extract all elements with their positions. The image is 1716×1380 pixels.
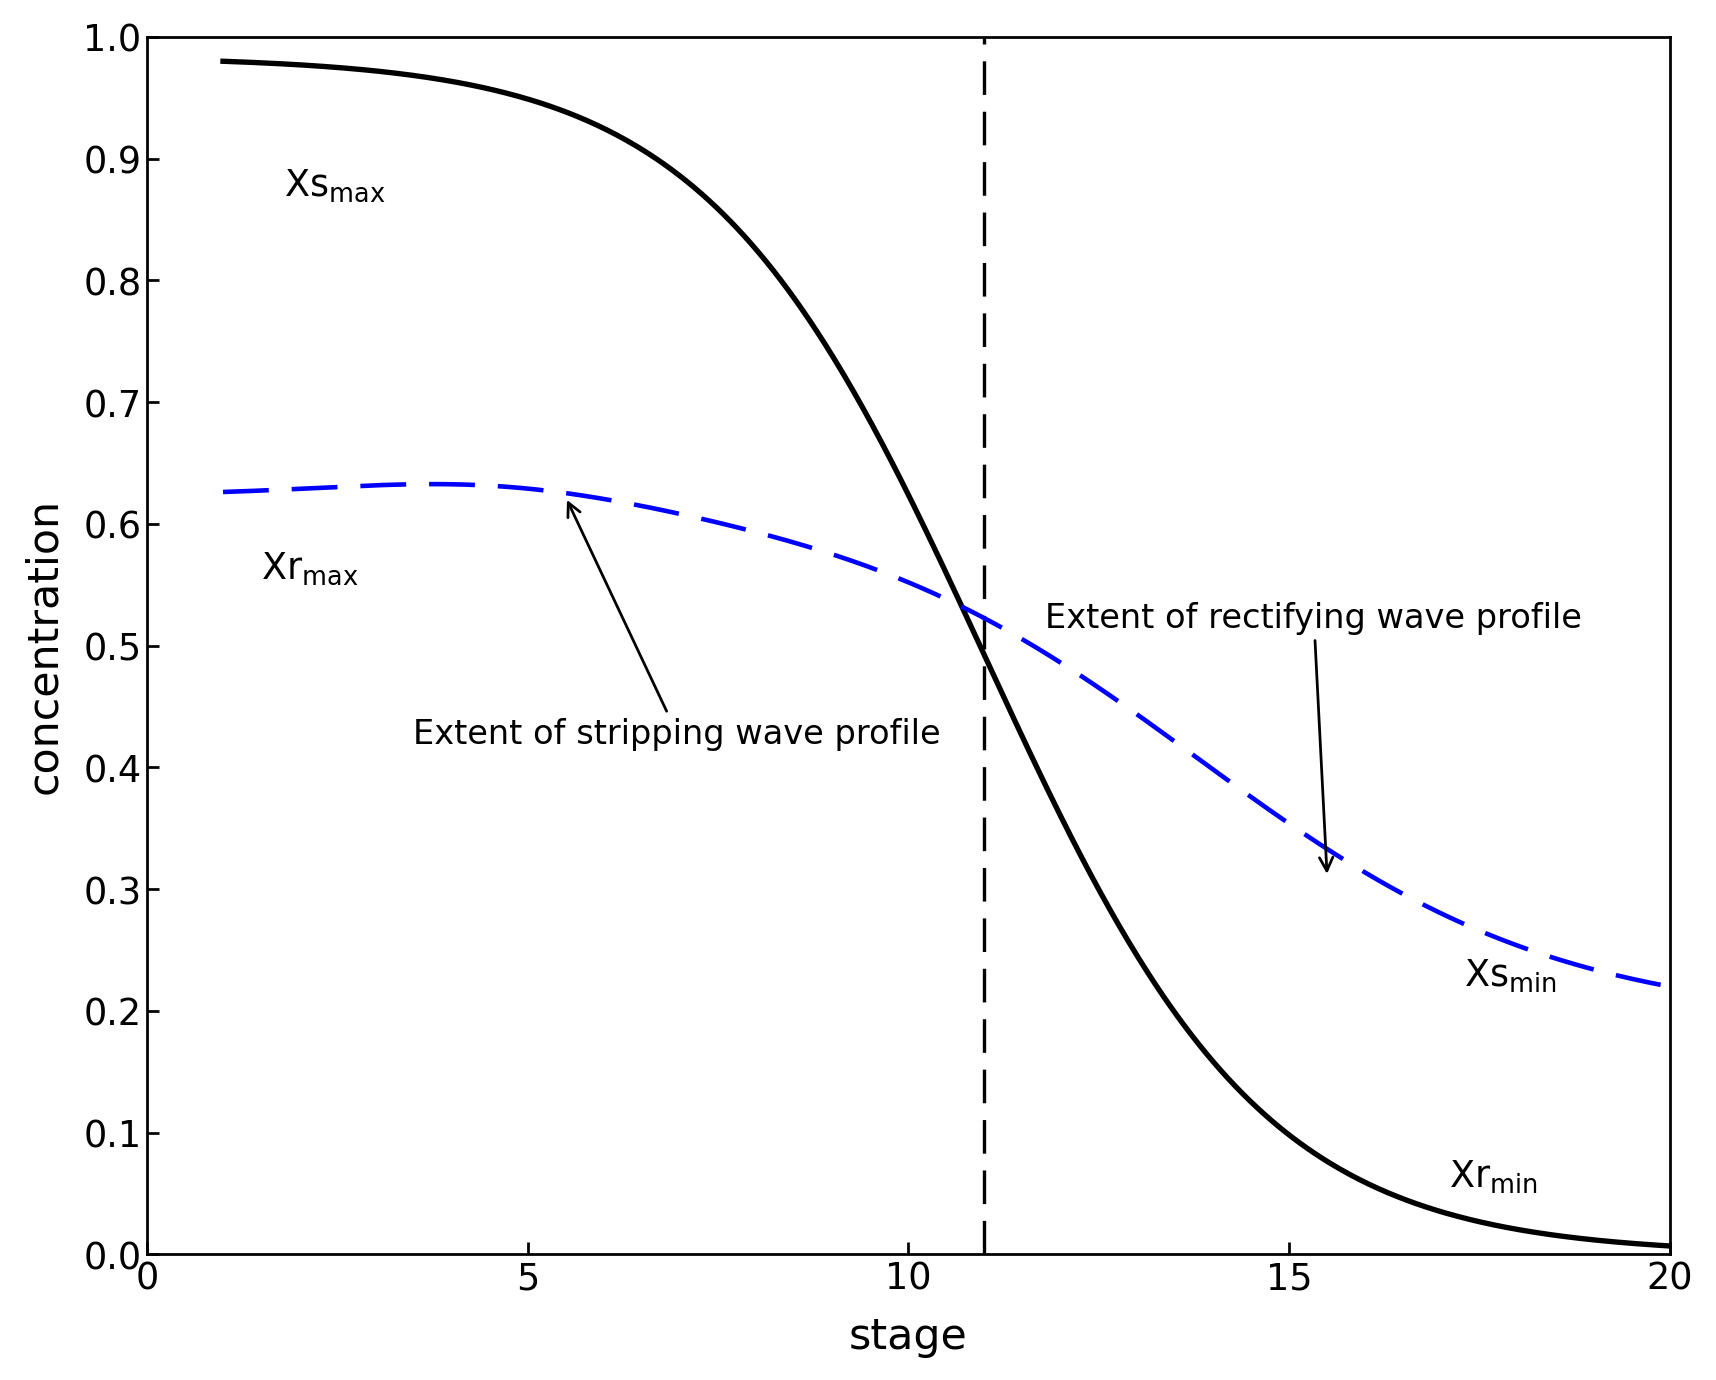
Y-axis label: concentration: concentration — [22, 498, 65, 794]
Text: $\mathregular{Xr}_{max}$: $\mathregular{Xr}_{max}$ — [261, 551, 359, 588]
X-axis label: stage: stage — [849, 1315, 968, 1357]
Text: $\mathregular{Xs}_{max}$: $\mathregular{Xs}_{max}$ — [283, 167, 386, 204]
Text: Extent of stripping wave profile: Extent of stripping wave profile — [414, 502, 940, 751]
Text: $\mathregular{Xs}_{min}$: $\mathregular{Xs}_{min}$ — [1464, 958, 1556, 995]
Text: Extent of rectifying wave profile: Extent of rectifying wave profile — [1045, 602, 1582, 871]
Text: $\mathregular{Xr}_{min}$: $\mathregular{Xr}_{min}$ — [1448, 1159, 1538, 1196]
